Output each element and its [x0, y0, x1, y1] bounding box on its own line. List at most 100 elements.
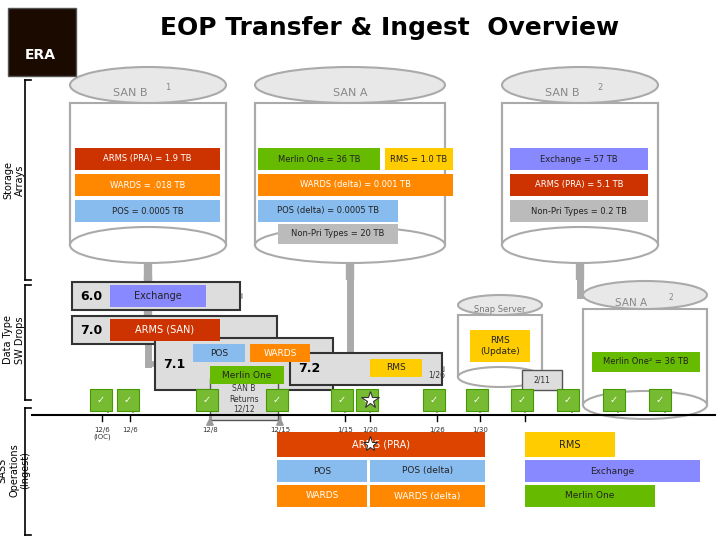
Text: Exchange = 57 TB: Exchange = 57 TB	[540, 154, 618, 164]
Text: Merlin One: Merlin One	[565, 491, 615, 501]
Text: SAN A: SAN A	[615, 298, 647, 308]
Bar	[370, 460, 485, 482]
Text: 1: 1	[166, 83, 171, 91]
Text: ✓: ✓	[473, 395, 481, 405]
Text: 1/26: 1/26	[428, 370, 446, 380]
Text: 12/6: 12/6	[122, 427, 138, 433]
Text: SASS
Operations
(Ingest): SASS Operations (Ingest)	[0, 443, 30, 497]
Bar	[266, 389, 288, 411]
Text: Non-Pri Types = 0.2 TB: Non-Pri Types = 0.2 TB	[531, 206, 627, 215]
Text: 6.0: 6.0	[80, 289, 102, 302]
Text: Merlin One = 36 TB: Merlin One = 36 TB	[278, 154, 360, 164]
Text: SAN B: SAN B	[545, 88, 580, 98]
Bar	[72, 282, 240, 310]
Bar	[583, 309, 707, 405]
Text: 2/11: 2/11	[534, 375, 550, 384]
Text: 1/26: 1/26	[429, 427, 445, 433]
Text: POS = 0.0005 TB: POS = 0.0005 TB	[112, 206, 184, 215]
Ellipse shape	[583, 281, 707, 309]
Bar	[90, 389, 112, 411]
Bar	[277, 485, 367, 507]
Text: ERA: ERA	[24, 48, 55, 62]
Bar	[385, 148, 453, 170]
Text: WARDS: WARDS	[264, 348, 297, 357]
Bar	[210, 366, 284, 384]
Text: ✓: ✓	[203, 395, 211, 405]
Bar	[331, 389, 353, 411]
Bar	[277, 432, 485, 457]
Text: RMS
(Update): RMS (Update)	[480, 336, 520, 356]
Bar	[72, 316, 277, 344]
Text: 7.0: 7.0	[80, 323, 102, 336]
Text: ✓: ✓	[564, 395, 572, 405]
Text: SAN A: SAN A	[333, 88, 367, 98]
Text: 12/8: 12/8	[202, 427, 218, 433]
Bar	[370, 359, 422, 377]
Text: RMS = 1.0 TB: RMS = 1.0 TB	[390, 154, 448, 164]
Ellipse shape	[458, 367, 542, 387]
Text: 1/30: 1/30	[472, 427, 488, 433]
Text: Merlin One: Merlin One	[222, 370, 271, 380]
Bar	[649, 389, 671, 411]
Bar	[557, 389, 579, 411]
Bar	[510, 148, 648, 170]
Text: ARMS (PRA) = 5.1 TB: ARMS (PRA) = 5.1 TB	[535, 180, 624, 190]
Bar	[8, 8, 76, 76]
Bar	[155, 338, 333, 390]
Text: 12/15: 12/15	[270, 427, 290, 433]
Bar	[370, 485, 485, 507]
Text: Data Type
SW Drops: Data Type SW Drops	[3, 315, 24, 364]
Ellipse shape	[502, 67, 658, 103]
Text: ✓: ✓	[124, 395, 132, 405]
Ellipse shape	[255, 227, 445, 263]
Bar	[502, 103, 658, 245]
Bar	[277, 460, 367, 482]
Text: ARMS (PRA) = 1.9 TB: ARMS (PRA) = 1.9 TB	[103, 154, 192, 164]
Bar	[423, 389, 445, 411]
Bar	[258, 148, 380, 170]
Text: ARMS (SAN): ARMS (SAN)	[135, 325, 194, 335]
Bar	[196, 389, 218, 411]
Text: Exchange: Exchange	[590, 467, 634, 476]
Text: RMS: RMS	[559, 440, 581, 449]
Text: ✓: ✓	[97, 395, 105, 405]
Bar	[255, 103, 445, 245]
Text: WARDS (delta) = 0.001 TB: WARDS (delta) = 0.001 TB	[300, 180, 411, 190]
Text: 7.2: 7.2	[298, 362, 320, 375]
Text: 12/6
(IOC): 12/6 (IOC)	[93, 427, 111, 441]
Text: 1/20: 1/20	[362, 427, 378, 433]
Text: WARDS = .018 TB: WARDS = .018 TB	[110, 180, 185, 190]
Bar	[278, 224, 398, 244]
Text: POS: POS	[313, 467, 331, 476]
Text: Merlin One² = 36 TB: Merlin One² = 36 TB	[603, 357, 689, 367]
Bar	[510, 174, 648, 196]
Text: POS (delta) = 0.0005 TB: POS (delta) = 0.0005 TB	[277, 206, 379, 215]
Text: SAN B
Returns
12/12: SAN B Returns 12/12	[229, 384, 258, 414]
Text: WARDS: WARDS	[305, 491, 338, 501]
Bar	[525, 460, 700, 482]
Bar	[510, 200, 648, 222]
Text: Storage
Arrays: Storage Arrays	[3, 161, 24, 199]
Bar	[250, 344, 310, 362]
Text: Snap Server: Snap Server	[474, 305, 526, 314]
Text: ✓: ✓	[518, 395, 526, 405]
Bar	[592, 352, 700, 372]
Bar	[603, 389, 625, 411]
Text: EOP Transfer & Ingest  Overview: EOP Transfer & Ingest Overview	[161, 16, 620, 40]
Bar	[75, 174, 220, 196]
Ellipse shape	[458, 295, 542, 315]
Ellipse shape	[70, 227, 226, 263]
Text: WARDS (delta): WARDS (delta)	[395, 491, 461, 501]
Bar	[290, 353, 442, 385]
Bar	[511, 389, 533, 411]
Bar	[470, 330, 530, 362]
Bar	[210, 378, 278, 420]
Ellipse shape	[502, 227, 658, 263]
Text: ✓: ✓	[656, 395, 664, 405]
Bar	[75, 200, 220, 222]
Text: ✓: ✓	[338, 395, 346, 405]
Bar	[70, 103, 226, 245]
Bar	[258, 200, 398, 222]
Bar	[356, 389, 378, 411]
Text: ✓: ✓	[363, 395, 371, 405]
